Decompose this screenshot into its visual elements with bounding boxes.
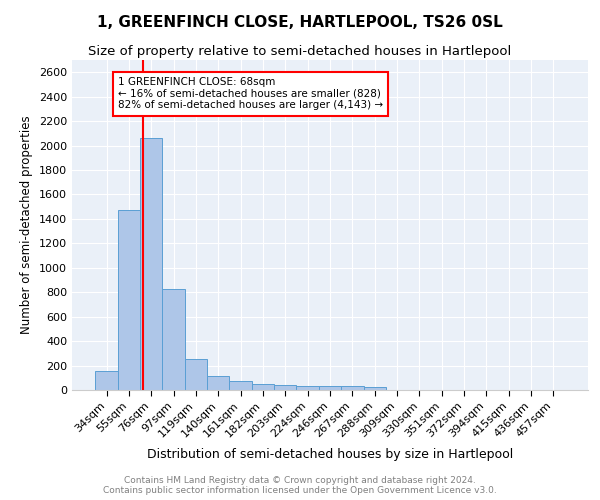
Bar (207, 376, 229, 390)
Bar (341, 386, 364, 390)
Bar (364, 388, 386, 390)
Bar (118, 210, 140, 390)
Text: 1, GREENFINCH CLOSE, HARTLEPOOL, TS26 0SL: 1, GREENFINCH CLOSE, HARTLEPOOL, TS26 0S… (97, 15, 503, 30)
Text: Contains HM Land Registry data © Crown copyright and database right 2024.
Contai: Contains HM Land Registry data © Crown c… (103, 476, 497, 495)
Bar (140, 138, 163, 390)
Text: 1 GREENFINCH CLOSE: 68sqm
← 16% of semi-detached houses are smaller (828)
82% of: 1 GREENFINCH CLOSE: 68sqm ← 16% of semi-… (118, 77, 383, 110)
Bar (185, 360, 207, 390)
Bar (252, 384, 274, 390)
Bar (296, 386, 319, 390)
Bar (274, 386, 296, 390)
Bar (319, 386, 341, 390)
Bar (229, 381, 252, 390)
Bar (163, 288, 185, 390)
Y-axis label: Number of semi-detached properties: Number of semi-detached properties (20, 116, 34, 334)
X-axis label: Distribution of semi-detached houses by size in Hartlepool: Distribution of semi-detached houses by … (147, 448, 513, 460)
Text: Size of property relative to semi-detached houses in Hartlepool: Size of property relative to semi-detach… (88, 45, 512, 58)
Bar (95, 371, 118, 390)
